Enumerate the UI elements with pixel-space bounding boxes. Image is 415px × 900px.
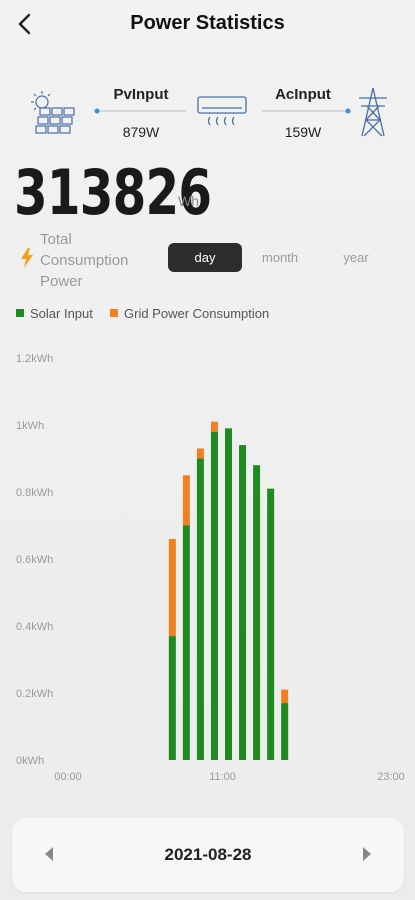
ac-input-label: AcInput [275,86,331,103]
header-bar: Power Statistics [0,0,415,50]
bar-grid-consumption [281,689,289,704]
y-tick-label: 0.6kWh [16,554,53,566]
total-power-unit: Wh [178,193,199,209]
next-date-arrow-icon[interactable] [356,844,376,864]
ac-input-value: 159W [284,124,322,140]
bar-solar-input [196,458,204,760]
x-tick-label: 00:00 [54,771,82,783]
flow-lines [94,108,351,114]
current-date: 2021-08-28 [164,845,252,864]
bar-solar-input [239,445,247,760]
total-consumption-label: Total Consumption Power [40,231,129,290]
energy-bar-chart: 0kWh 0.2kWh 0.4kWh 0.6kWh 0.8kWh 1kWh 1.2kWh 00… [16,353,405,783]
y-tick-label: 0kWh [16,755,44,767]
bar-grid-consumption [168,538,176,637]
bar-solar-input [225,428,232,760]
legend-solar-label: Solar Input [30,306,93,321]
bar-solar-input [253,465,261,760]
y-tick-label: 0.2kWh [16,688,53,700]
bar-solar-input [182,525,190,760]
tab-month[interactable]: month [261,250,299,265]
bar-solar-input [210,431,218,760]
bar-grid-consumption [210,421,218,432]
bar-solar-input [267,488,275,760]
air-conditioner-icon [197,96,247,126]
bar-grid-consumption [196,448,204,459]
y-tick-label: 1.2kWh [16,353,53,365]
previous-date-arrow-icon[interactable] [40,844,60,864]
power-tower-icon [359,87,387,137]
legend-solar-swatch [16,309,24,317]
y-tick-label: 0.4kWh [16,621,53,633]
bar-solar-input [281,703,289,760]
power-flow-diagram: PvInput 879W AcInput 159W [0,80,415,150]
bar-solar-input [168,636,176,760]
pv-input-value: 879W [122,124,160,140]
back-arrow-icon[interactable] [12,10,40,38]
legend-grid: Grid Power Consumption [110,306,269,321]
solar-panel-icon [31,91,75,134]
lightning-bolt-icon [21,248,33,268]
legend-solar: Solar Input [16,306,93,321]
bar-grid-consumption [182,475,190,526]
y-tick-label: 1kWh [16,420,44,432]
legend-grid-label: Grid Power Consumption [124,306,270,321]
tab-day[interactable]: day [168,243,242,272]
total-power-value: 313826 [14,156,212,229]
date-navigator: 2021-08-28 [12,818,404,892]
y-tick-label: 0.8kWh [16,487,53,499]
tab-year[interactable]: year [343,250,369,265]
pv-input-label: PvInput [113,86,169,103]
x-tick-label: 23:00 [377,771,405,783]
page-title: Power Statistics [130,12,285,34]
legend-grid-swatch [110,309,118,317]
x-tick-label: 11:00 [209,771,236,783]
